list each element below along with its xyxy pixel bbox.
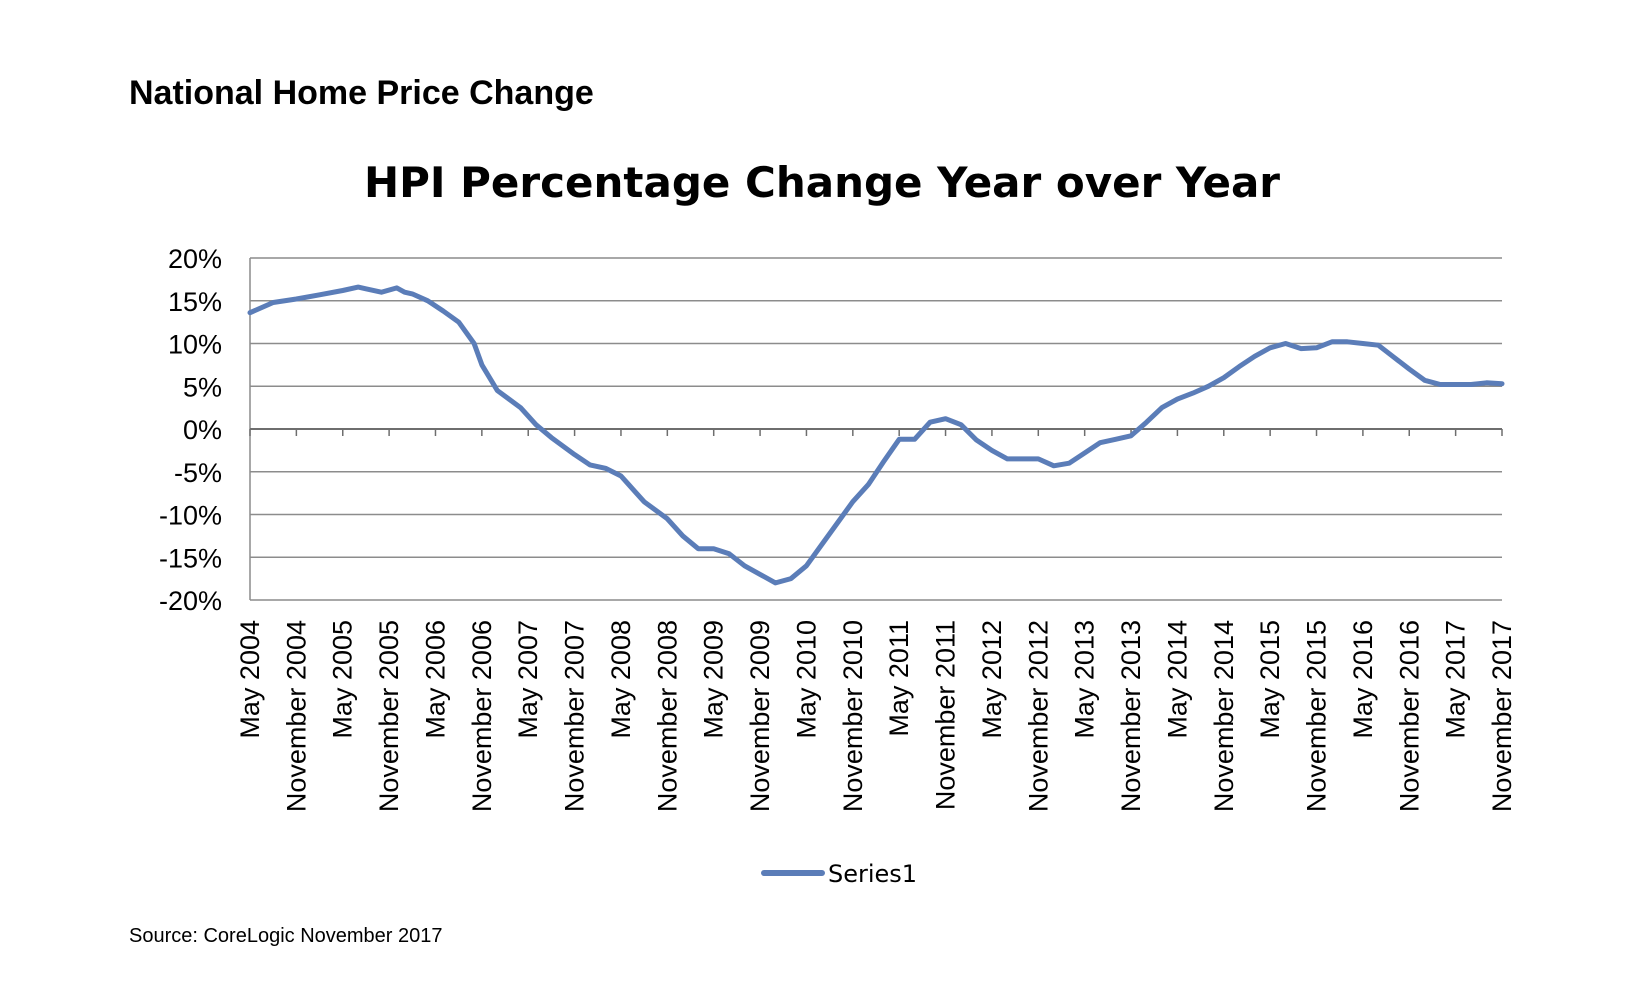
- x-tick-label: November 2017: [1487, 620, 1517, 812]
- legend: Series1: [761, 860, 917, 888]
- x-tick-label: November 2012: [1023, 620, 1053, 812]
- x-tick-label: May 2007: [513, 620, 543, 739]
- y-tick-label: -20%: [159, 586, 222, 616]
- x-tick-label: May 2017: [1441, 620, 1471, 739]
- x-tick-label: May 2005: [328, 620, 358, 739]
- x-tick-label: May 2011: [884, 620, 914, 737]
- x-tick-label: May 2014: [1162, 620, 1192, 739]
- x-tick-label: November 2010: [838, 620, 868, 812]
- y-tick-label: -5%: [174, 458, 222, 488]
- x-tick-label: May 2008: [606, 620, 636, 739]
- x-tick-label: November 2008: [652, 620, 682, 812]
- chart-title: HPI Percentage Change Year over Year: [364, 158, 1280, 207]
- source-note: Source: CoreLogic November 2017: [129, 925, 443, 947]
- y-tick-label: 20%: [168, 244, 222, 274]
- x-tick-label: November 2015: [1302, 620, 1332, 812]
- y-tick-label: -15%: [159, 543, 222, 573]
- x-tick-label: May 2006: [420, 620, 450, 739]
- x-tick-label: November 2013: [1116, 620, 1146, 812]
- y-tick-label: -10%: [159, 501, 222, 531]
- x-tick-label: November 2009: [745, 620, 775, 812]
- x-tick-label: November 2004: [281, 620, 311, 812]
- legend-label-series1: Series1: [828, 860, 917, 888]
- series-layer: [247, 284, 1505, 586]
- x-tick-label: November 2006: [467, 620, 497, 812]
- y-tick-label: 10%: [168, 330, 222, 360]
- y-tick-label: 0%: [183, 415, 222, 445]
- x-tick-label: May 2013: [1070, 620, 1100, 739]
- x-tick-label: May 2004: [235, 620, 265, 739]
- x-tick-label: November 2011: [931, 620, 961, 810]
- x-axis: [249, 428, 1503, 436]
- x-tick-label: November 2014: [1209, 620, 1239, 812]
- x-tick-label: May 2012: [977, 620, 1007, 739]
- x-tick-label: May 2010: [791, 620, 821, 739]
- x-tick-label: May 2009: [699, 620, 729, 739]
- x-tick-label: May 2015: [1255, 620, 1285, 739]
- x-axis-tick-labels: May 2004 November 2004 May 2005 November 20…: [235, 620, 1517, 812]
- y-axis-tick-labels: 20% 15% 10% 5% 0% -5% -10% -15% -20%: [159, 244, 222, 616]
- x-tick-label: November 2016: [1394, 620, 1424, 812]
- x-tick-label: November 2005: [374, 620, 404, 812]
- y-tick-label: 15%: [168, 287, 222, 317]
- page-heading: National Home Price Change: [129, 74, 594, 112]
- x-tick-label: May 2016: [1348, 620, 1378, 739]
- y-tick-label: 5%: [183, 372, 222, 402]
- x-tick-label: November 2007: [560, 620, 590, 812]
- series-line-series1: [247, 284, 1505, 586]
